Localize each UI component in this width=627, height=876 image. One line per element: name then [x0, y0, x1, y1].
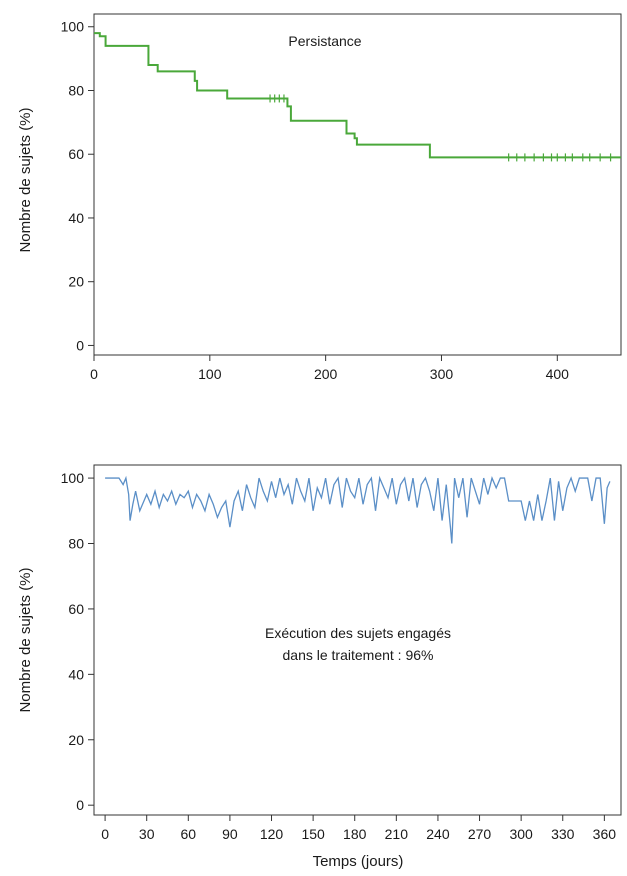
- y-tick-label: 60: [68, 146, 84, 162]
- y-tick-label: 100: [61, 470, 85, 486]
- y-tick-label: 0: [76, 337, 84, 353]
- y-tick-label: 80: [68, 82, 84, 98]
- x-tick-label: 0: [101, 826, 109, 842]
- x-tick-label: 90: [222, 826, 238, 842]
- y-tick-label: 20: [68, 732, 84, 748]
- x-tick-label: 270: [468, 826, 492, 842]
- x-tick-label: 180: [343, 826, 367, 842]
- x-tick-label: 0: [90, 366, 98, 382]
- x-tick-label: 60: [181, 826, 197, 842]
- x-tick-label: 360: [593, 826, 617, 842]
- execution-panel: Nombre de sujets (%) Exécution des sujet…: [17, 464, 622, 870]
- x-tick-label: 330: [551, 826, 575, 842]
- execution-annotation-line2: dans le traitement : 96%: [283, 647, 434, 663]
- x-tick-label: 400: [546, 366, 570, 382]
- x-tick-label: 30: [139, 826, 155, 842]
- y-tick-label: 20: [68, 274, 84, 290]
- persistence-panel: Nombre de sujets (%) Persistance 0 20 40 60…: [17, 13, 622, 382]
- y-tick-label: 80: [68, 536, 84, 552]
- y-tick-label: 100: [61, 19, 85, 35]
- y-tick-label: 40: [68, 210, 84, 226]
- x-tick-label: 150: [301, 826, 325, 842]
- x-tick-label: 300: [430, 366, 454, 382]
- x-tick-label: 300: [509, 826, 533, 842]
- persistence-ylabel: Nombre de sujets (%): [17, 107, 34, 252]
- x-tick-label: 210: [385, 826, 409, 842]
- plot-frame: [93, 464, 622, 816]
- execution-annotation-line1: Exécution des sujets engagés: [265, 625, 451, 641]
- x-tick-label: 200: [314, 366, 338, 382]
- x-tick-label: 240: [426, 826, 450, 842]
- execution-ylabel: Nombre de sujets (%): [17, 567, 34, 712]
- y-tick-label: 0: [76, 797, 84, 813]
- x-tick-label: 120: [260, 826, 284, 842]
- persistence-annotation: Persistance: [288, 33, 361, 49]
- execution-curve: [105, 475, 611, 544]
- execution-xlabel: Temps (jours): [313, 853, 404, 870]
- persistence-survival-curve: [94, 32, 621, 159]
- y-tick-label: 40: [68, 666, 84, 682]
- x-tick-label: 100: [198, 366, 222, 382]
- plot-frame: [93, 13, 622, 356]
- y-tick-label: 60: [68, 601, 84, 617]
